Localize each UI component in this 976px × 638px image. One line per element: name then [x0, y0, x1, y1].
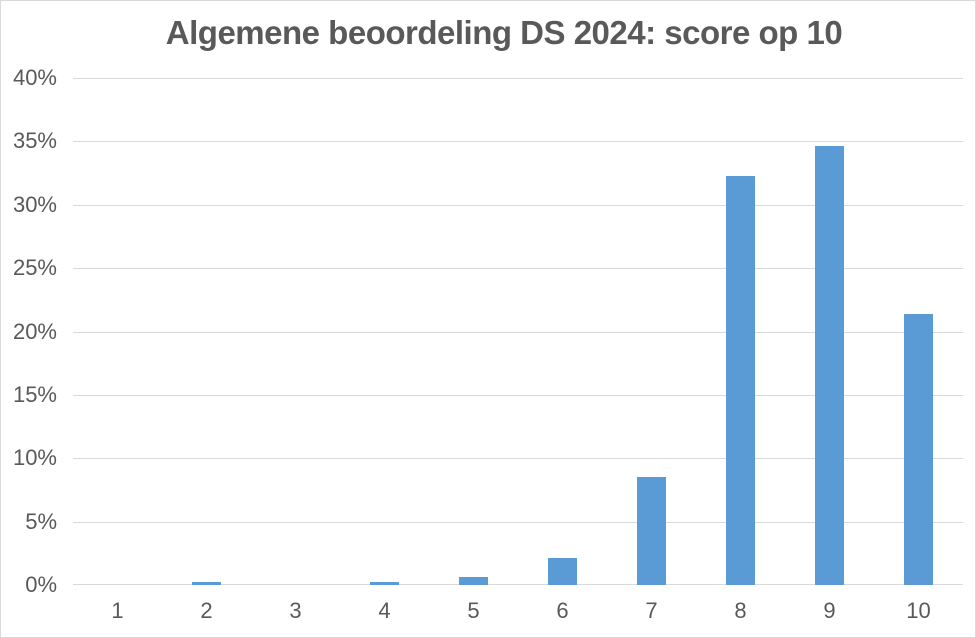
- gridline-35%: [73, 141, 963, 143]
- y-tick-label-35%: 35%: [12, 128, 57, 154]
- y-tick-label-20%: 20%: [12, 318, 57, 344]
- bar-score-6: [548, 558, 577, 585]
- gridline-10%: [73, 458, 963, 460]
- plot-area: [73, 78, 963, 585]
- gridline-40%: [73, 78, 963, 79]
- bar-score-4: [370, 582, 399, 585]
- y-axis: 0% 5% 10% 15% 20% 25% 30% 35% 40%: [1, 67, 57, 596]
- x-tick-label-4: 4: [378, 598, 391, 623]
- gridline-20%: [73, 331, 963, 333]
- gridline-15%: [73, 394, 963, 396]
- x-tick-label-5: 5: [467, 598, 480, 623]
- y-tick-label-10%: 10%: [12, 445, 57, 471]
- gridline-25%: [73, 268, 963, 270]
- x-tick-label-6: 6: [556, 598, 569, 623]
- gridline-30%: [73, 204, 963, 206]
- y-tick-label-5%: 5%: [25, 508, 57, 534]
- bar-score-8: [726, 176, 755, 585]
- x-axis: 1 2 3 4 5 6 7 8 9 10: [73, 585, 963, 633]
- x-tick-label-3: 3: [289, 598, 302, 623]
- x-tick-label-10: 10: [906, 598, 931, 623]
- chart-title: Algemene beoordeling DS 2024: score op 1…: [165, 14, 843, 51]
- x-tick-label-9: 9: [823, 598, 836, 623]
- bar-score-10: [904, 314, 933, 585]
- gridline-5%: [73, 521, 963, 523]
- bar-score-2: [192, 582, 221, 585]
- x-tick-label-7: 7: [645, 598, 658, 623]
- x-tick-label-1: 1: [111, 598, 124, 623]
- y-tick-label-25%: 25%: [12, 255, 57, 281]
- bar-score-9: [815, 146, 844, 585]
- x-tick-label-2: 2: [200, 598, 213, 623]
- bar-score-5: [459, 577, 488, 585]
- y-tick-label-40%: 40%: [12, 65, 57, 90]
- y-tick-label-15%: 15%: [12, 381, 57, 407]
- y-tick-label-30%: 30%: [12, 191, 57, 217]
- bar-score-7: [637, 477, 666, 585]
- y-tick-label-0%: 0%: [25, 572, 57, 597]
- gridline-0%: [73, 584, 963, 585]
- x-tick-label-8: 8: [734, 598, 747, 623]
